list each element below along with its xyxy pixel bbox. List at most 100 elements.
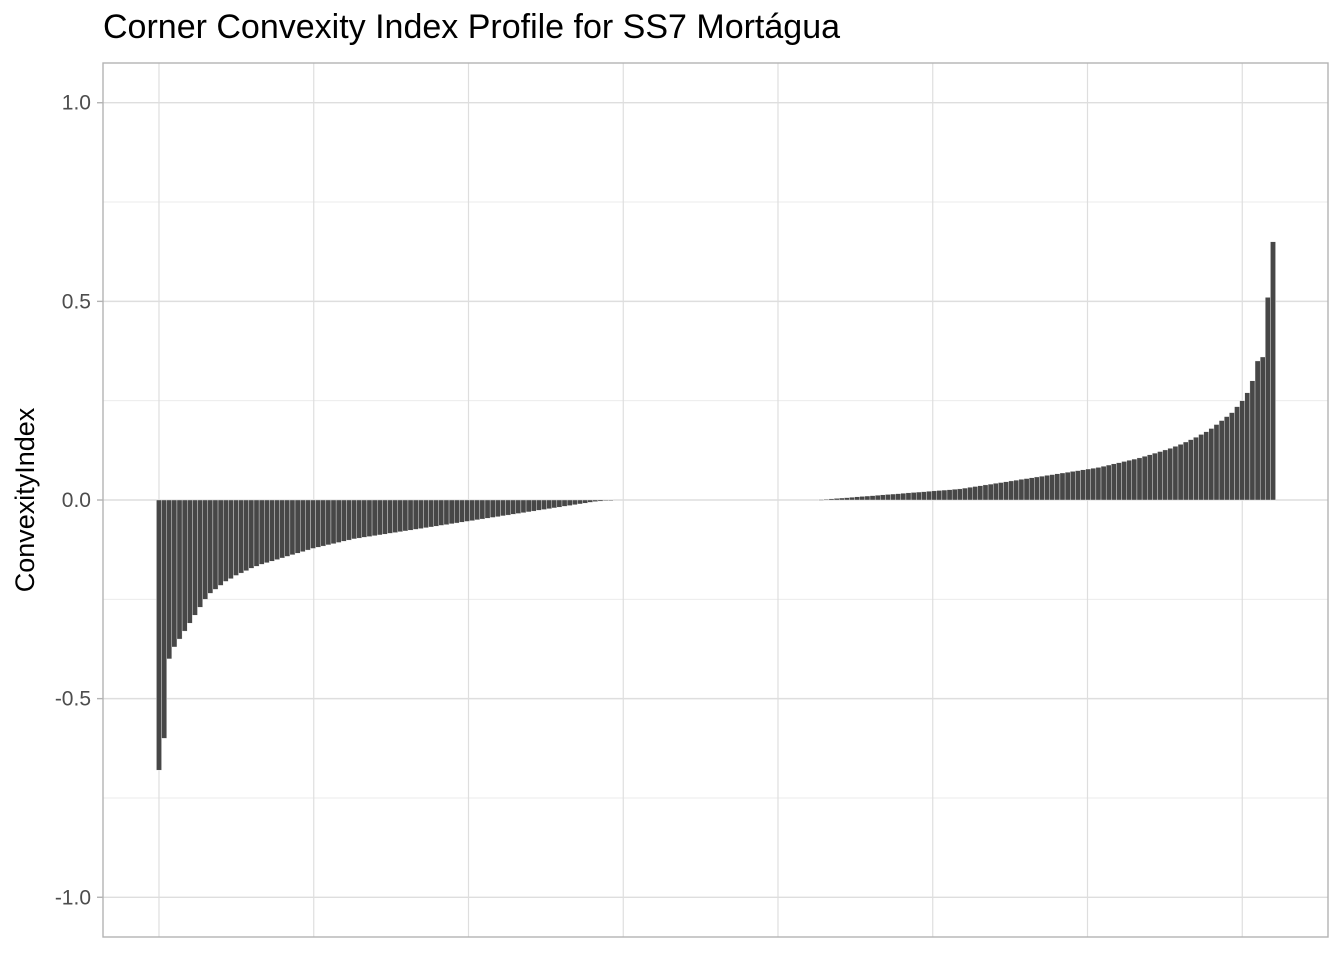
bar (156, 499, 162, 771)
bar (228, 499, 234, 579)
bar (874, 495, 881, 501)
bar (459, 499, 465, 523)
bar (412, 499, 419, 530)
bar (197, 499, 203, 608)
bar (346, 499, 352, 541)
bar (1224, 416, 1230, 501)
bar (957, 488, 963, 501)
bar (187, 499, 193, 624)
y-tick-label: -1.0 (55, 886, 91, 909)
bar (1049, 474, 1055, 501)
bar (1172, 446, 1179, 501)
bar (397, 499, 404, 532)
bar (366, 499, 373, 537)
bar (577, 499, 583, 505)
bar (1136, 457, 1143, 501)
bar (859, 496, 866, 501)
bar (351, 499, 357, 540)
bar (469, 499, 475, 521)
bar (474, 499, 481, 521)
bar (300, 499, 306, 552)
bar (1239, 400, 1245, 501)
bar (1141, 456, 1148, 501)
bar (936, 490, 943, 501)
bar (1265, 297, 1271, 501)
bar (1116, 462, 1122, 501)
bar (844, 497, 850, 501)
bar (1064, 472, 1071, 501)
bar (279, 499, 285, 559)
bar (1249, 380, 1256, 501)
bar (987, 483, 994, 501)
bar (910, 492, 917, 501)
ytick-layer: -1.0 -0.5 0.0 0.5 1.0 (55, 92, 103, 909)
bar (926, 491, 932, 501)
bar (962, 487, 968, 501)
bar (916, 491, 922, 501)
bar (1167, 448, 1174, 501)
bar (1229, 412, 1235, 501)
bar (592, 499, 599, 502)
bar (1054, 473, 1061, 501)
bar (1152, 452, 1158, 501)
y-tick-label: 1.0 (62, 92, 91, 115)
bar (1162, 449, 1168, 501)
bar (998, 482, 1004, 501)
bar (1177, 444, 1184, 501)
bar (849, 497, 855, 501)
bar (1090, 468, 1097, 501)
bar (289, 499, 296, 555)
bar (1147, 454, 1153, 501)
bar (464, 499, 470, 522)
bar (264, 499, 270, 563)
bar (1198, 434, 1204, 501)
bar (582, 499, 588, 504)
bar (1095, 467, 1102, 501)
bar (556, 499, 563, 508)
bar (423, 499, 429, 528)
bar (274, 499, 280, 560)
bar (443, 499, 450, 525)
bar (428, 499, 434, 528)
bar (1193, 437, 1199, 501)
bar (1100, 466, 1107, 501)
bar (1008, 480, 1014, 501)
bar (495, 499, 501, 517)
bar (1259, 356, 1266, 501)
bar (305, 499, 311, 551)
bar (921, 491, 927, 501)
bar (171, 499, 178, 648)
bar (608, 499, 614, 501)
bar (207, 499, 214, 594)
bar (1188, 439, 1194, 501)
bar (1013, 479, 1020, 501)
bar (602, 499, 609, 501)
bar (941, 489, 948, 501)
bar (895, 493, 901, 501)
bar (1080, 469, 1086, 501)
bar (869, 495, 876, 501)
bar (330, 499, 337, 544)
bar (181, 499, 188, 632)
bar (541, 499, 547, 510)
bar (1039, 475, 1045, 501)
bar (448, 499, 455, 525)
bar (202, 499, 208, 600)
bar (982, 484, 989, 501)
bar (1208, 428, 1215, 501)
bar (1085, 468, 1091, 501)
bar (1203, 431, 1210, 501)
bar (818, 499, 824, 501)
bar (1182, 441, 1189, 501)
bar (315, 499, 321, 548)
bar (531, 499, 537, 512)
bar (951, 489, 958, 501)
bar (1023, 478, 1030, 501)
bar (387, 499, 393, 534)
bar (269, 499, 275, 562)
bar (1131, 458, 1138, 501)
bar (407, 499, 414, 531)
chart-title: Corner Convexity Index Profile for SS7 M… (103, 8, 841, 46)
bar (418, 499, 424, 529)
